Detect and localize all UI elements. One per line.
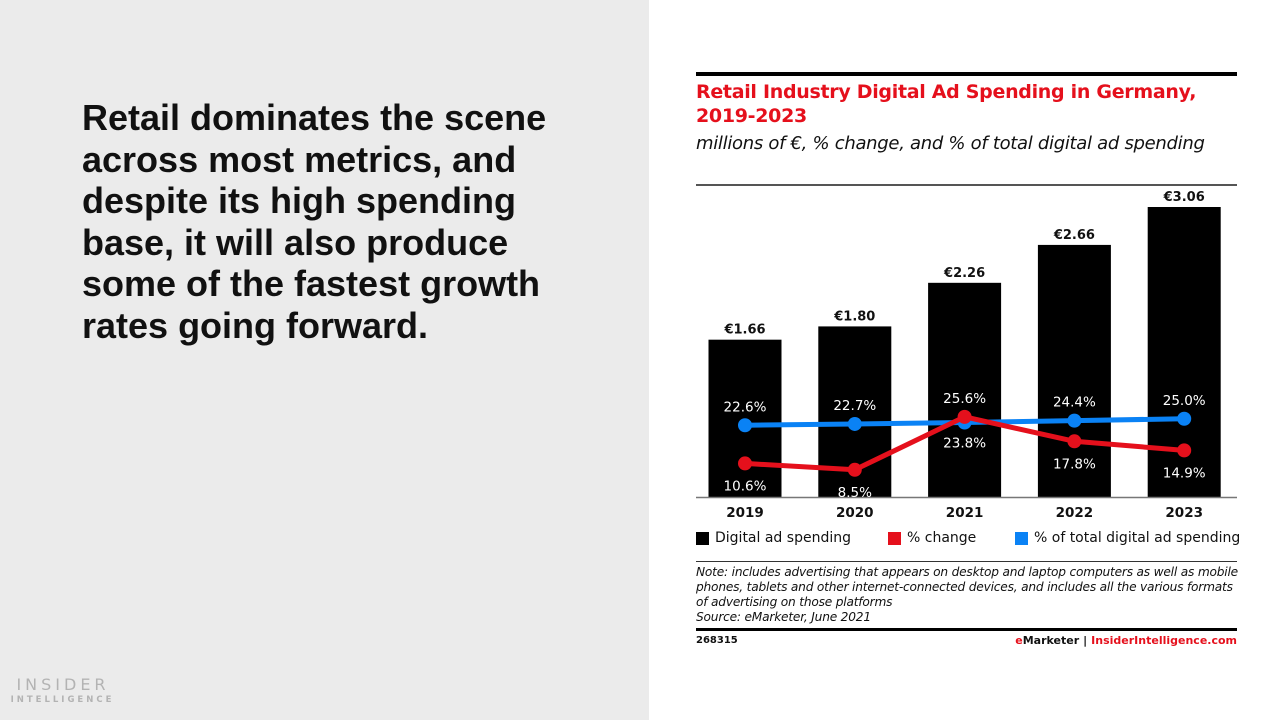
bar-value-label: €2.26 xyxy=(943,266,985,281)
chart-legend: Digital ad spending % change % of total … xyxy=(696,530,1240,550)
percent-of-total-point-2019 xyxy=(738,418,752,433)
percent-of-total-label: 22.7% xyxy=(833,398,876,414)
left-panel: Retail dominates the scene across most m… xyxy=(0,0,649,720)
legend-item-percent-of-total: % of total digital ad spending xyxy=(1015,530,1240,546)
percent-of-total-label: 22.6% xyxy=(724,399,767,415)
brand-credit: eMarketer | InsiderIntelligence.com xyxy=(1015,634,1237,647)
bar-2022 xyxy=(1037,244,1111,497)
top-rule xyxy=(696,72,1237,76)
percent-of-total-label: 23.8% xyxy=(943,436,986,452)
chart-subtitle: millions of €, % change, and % of total … xyxy=(696,133,1205,154)
bar-value-label: €3.06 xyxy=(1163,190,1205,205)
chart-card: Retail Industry Digital Ad Spending in G… xyxy=(696,0,1240,720)
bar-value-label: €1.66 xyxy=(723,323,765,338)
percent-change-label: 8.5% xyxy=(838,485,872,501)
percent-change-point-2022 xyxy=(1067,434,1082,449)
chart-plot: €1.66 €1.80 €2.26 €2.66 €3.06 2019 2020 2021 202… xyxy=(696,190,1237,521)
legend-item-percent-change: % change xyxy=(888,530,976,546)
slide-headline: Retail dominates the scene across most m… xyxy=(82,97,547,346)
brand-insider-link[interactable]: InsiderIntelligence.com xyxy=(1091,634,1237,647)
x-tick-label: 2020 xyxy=(836,505,874,521)
subtitle-rule xyxy=(696,184,1237,186)
legend-swatch-red xyxy=(888,531,901,545)
logo-line-1: INSIDER xyxy=(16,675,110,694)
percent-change-label: 10.6% xyxy=(724,478,767,494)
percent-of-total-label: 25.0% xyxy=(1163,393,1206,409)
x-tick-label: 2019 xyxy=(726,505,764,521)
percent-change-point-2019 xyxy=(738,456,752,471)
legend-label: % of total digital ad spending xyxy=(1034,530,1241,546)
legend-item-digital-ad-spending: Digital ad spending xyxy=(696,530,851,546)
x-tick-label: 2023 xyxy=(1165,505,1203,521)
percent-change-point-2021 xyxy=(957,409,972,424)
legend-swatch-black xyxy=(696,531,709,545)
percent-of-total-label: 24.4% xyxy=(1053,395,1096,411)
source-text: Source: eMarketer, June 2021 xyxy=(696,610,871,624)
percent-change-label: 17.8% xyxy=(1053,456,1096,472)
percent-change-label: 25.6% xyxy=(943,391,986,407)
percent-of-total-point-2022 xyxy=(1067,413,1082,428)
percent-change-label: 14.9% xyxy=(1163,465,1206,481)
logo-line-2: INTELLIGENCE xyxy=(10,695,115,705)
chart-id: 268315 xyxy=(696,635,738,646)
legend-swatch-blue xyxy=(1015,531,1028,545)
percent-of-total-point-2023 xyxy=(1177,411,1192,426)
bar-2021 xyxy=(928,282,1002,497)
legend-label: % change xyxy=(907,530,977,546)
percent-of-total-point-2020 xyxy=(847,416,862,431)
brand-separator: | xyxy=(1083,634,1088,647)
percent-change-point-2020 xyxy=(847,462,862,477)
bar-value-label: €2.66 xyxy=(1053,228,1095,243)
bar-value-label: €1.80 xyxy=(833,309,875,324)
note-text: Note: includes advertising that appears … xyxy=(696,565,1238,609)
insider-intelligence-logo: INSIDER INTELLIGENCE xyxy=(0,676,122,706)
brand-emarketer: eMarketer xyxy=(1015,634,1080,647)
chart-note: Note: includes advertising that appears … xyxy=(696,565,1241,625)
brand-emarketer-rest: Marketer xyxy=(1022,634,1080,647)
legend-label: Digital ad spending xyxy=(715,530,851,546)
percent-change-point-2023 xyxy=(1177,443,1192,458)
chart-title: Retail Industry Digital Ad Spending in G… xyxy=(696,81,1197,127)
footer-rule xyxy=(696,628,1237,631)
note-rule xyxy=(696,561,1237,562)
x-tick-label: 2021 xyxy=(946,505,984,521)
x-tick-label: 2022 xyxy=(1056,505,1094,521)
